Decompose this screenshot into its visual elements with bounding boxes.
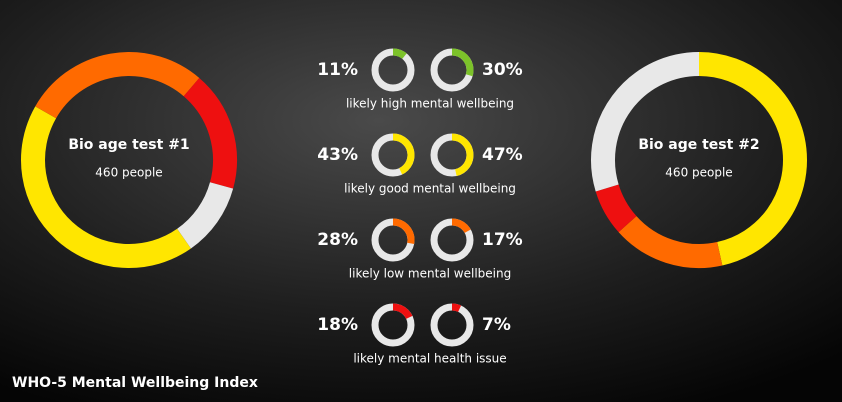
category-label: likely low mental wellbeing: [349, 267, 511, 281]
donut-segment: [618, 215, 723, 268]
donut-subtitle: 460 people: [95, 166, 162, 180]
donut-title: Bio age test #2: [638, 137, 759, 153]
page-title: WHO-5 Mental Wellbeing Index: [12, 375, 258, 391]
donut-segment: [591, 52, 700, 192]
donut-segment: [176, 181, 234, 249]
category-label: likely high mental wellbeing: [346, 97, 514, 111]
percent-label: 43%: [317, 145, 358, 165]
percent-label: 7%: [482, 315, 511, 335]
mini-donut-value: [451, 133, 474, 176]
mini-donut-value: [392, 133, 415, 175]
percent-label: 11%: [317, 60, 358, 80]
percent-label: 30%: [482, 60, 523, 80]
percent-label: 17%: [482, 230, 523, 250]
category-label: likely good mental wellbeing: [344, 182, 516, 196]
donut-segment: [698, 52, 807, 266]
mini-donut-value: [451, 303, 462, 312]
donut-subtitle: 460 people: [665, 166, 732, 180]
mini-donut-value: [451, 48, 474, 77]
percent-label: 47%: [482, 145, 523, 165]
percent-label: 18%: [317, 315, 358, 335]
donut-segment: [183, 78, 237, 189]
mini-donut-value: [392, 218, 415, 245]
category-label: likely mental health issue: [353, 352, 506, 366]
donut-segment: [35, 52, 200, 119]
donut-segment: [21, 106, 191, 268]
donut-segment: [595, 184, 637, 233]
mini-donut-value: [392, 48, 407, 60]
mini-donut-value: [451, 218, 471, 234]
mini-donut-value: [392, 303, 413, 320]
percent-label: 28%: [317, 230, 358, 250]
donut-title: Bio age test #1: [68, 137, 189, 153]
